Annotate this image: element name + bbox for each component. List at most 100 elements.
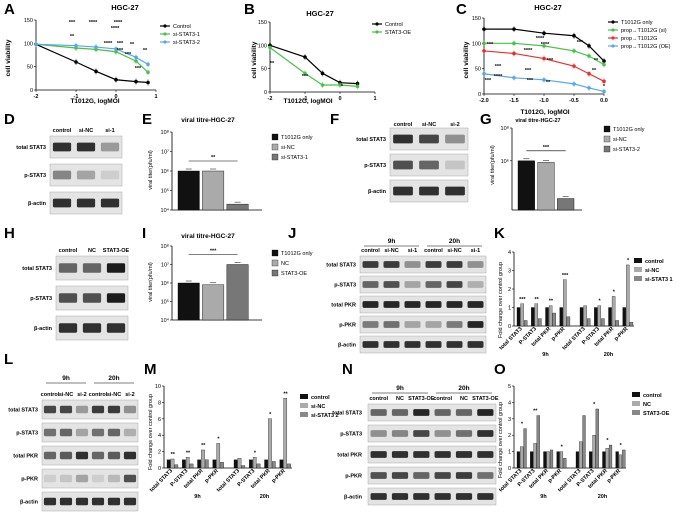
protein-band (477, 493, 494, 500)
protein-band (404, 341, 421, 348)
bar-series-2 (608, 444, 613, 469)
grouped-bar-chart-o: Fold change over control group 543210tot… (498, 384, 670, 500)
protein-band (370, 472, 387, 479)
panel-letter-j: J (288, 225, 296, 242)
x-tick-label: -2.0 (479, 98, 488, 104)
y-tick-label: 8 (158, 400, 161, 406)
y-tick-label: 4 (508, 400, 511, 406)
panel-letter-g: G (480, 111, 492, 128)
bar-series-1 (216, 443, 221, 469)
bar-series-0 (516, 451, 520, 469)
x-tick-label: -2 (34, 94, 39, 100)
protein-band (393, 160, 413, 170)
significance-label: *** (543, 145, 550, 151)
chart-b-ylabel: cell viability (251, 41, 258, 78)
bar-series-0 (233, 459, 238, 469)
protein-band (82, 323, 102, 333)
significance-stars: * (627, 258, 630, 264)
chart-b-title: HGC-27 (306, 9, 334, 18)
protein-band (123, 474, 137, 483)
protein-band (383, 301, 400, 308)
significance-stars: **** (114, 20, 123, 26)
x-tick-label: -2 (268, 96, 273, 102)
lane-label: NC (88, 248, 96, 254)
y-tick-label: 10⁷ (161, 262, 169, 269)
x-tick-label: -1 (303, 96, 308, 102)
western-blot-d: control si-NC si-1 total STAT3 p-STAT3 β-acti… (16, 128, 123, 215)
legend-marker (611, 36, 615, 40)
group-label: 20h (598, 494, 608, 500)
lane-label: control (53, 128, 72, 134)
x-category-label: total STAT3 (216, 468, 241, 493)
protein-band (59, 474, 73, 483)
protein-band (362, 341, 379, 348)
protein-band (107, 428, 121, 437)
protein-band (100, 142, 120, 152)
protein-band (100, 170, 120, 180)
x-category-label: p-PKR (271, 468, 287, 484)
legend-label: control (311, 395, 330, 401)
protein-band (362, 321, 379, 328)
lane-label: control (394, 122, 413, 128)
x-category-label: p-PKR (550, 326, 566, 342)
protein-band (413, 409, 430, 416)
significance-stars: *** (125, 52, 132, 58)
y-tick-label: 50 (261, 67, 267, 73)
protein-band (107, 405, 121, 414)
bar-1 (537, 162, 555, 211)
lane-label: si-1 (471, 248, 480, 254)
y-tick-label: 10⁴ (161, 317, 170, 324)
lane-label: si-2 (77, 392, 86, 398)
significance-stars: **** (89, 20, 98, 26)
significance-stars: * (521, 422, 524, 428)
bar-series-2 (523, 428, 527, 469)
blot-membrane (367, 466, 497, 485)
bar-2 (226, 264, 249, 321)
bar-series-1 (185, 457, 190, 469)
bar-series-0 (197, 459, 201, 469)
protein-band (446, 321, 463, 328)
group-label: 9h (194, 494, 201, 500)
protein-band (52, 198, 72, 208)
x-tick-label: -1 (74, 94, 79, 100)
significance-label: *** (210, 249, 217, 255)
protein-band (383, 261, 400, 268)
significance-stars: * (599, 299, 602, 305)
series-line-2 (35, 43, 149, 65)
protein-band (362, 261, 379, 268)
legend-label: si-NC (281, 145, 295, 151)
significance-stars: * (593, 402, 596, 408)
protein-band (434, 409, 451, 416)
legend-swatch (271, 249, 279, 257)
protein-band (76, 198, 96, 208)
protein-band (434, 493, 451, 500)
bar-series-2 (220, 462, 224, 469)
significance-stars: * (269, 412, 272, 418)
panel-letter-i: I (142, 225, 146, 242)
legend-swatch (300, 394, 308, 399)
lane-label: control (41, 392, 60, 398)
panel-letter-c: C (456, 1, 467, 18)
bar-series-0 (249, 459, 253, 469)
panel-letter-k: K (494, 225, 505, 242)
protein-band (82, 263, 102, 273)
bar-series-1 (597, 305, 602, 327)
legend-label: T1012G only (281, 135, 313, 141)
bar-series-1 (201, 449, 205, 469)
legend-label: si-STAT3-1 (173, 32, 200, 38)
bar-series-0 (579, 307, 584, 327)
chart-e-title: viral titre-HGC-27 (181, 117, 235, 124)
blot-membrane (41, 468, 139, 489)
y-tick-label: 0 (478, 92, 481, 98)
western-blot-l: control si-NC si-2 control si-NC si-29h 20htot… (8, 375, 139, 512)
lane-label: control (424, 248, 443, 254)
chart-o-ylabel: Fold change over control group (498, 402, 504, 478)
legend-label: si-STAT3-1 (281, 155, 308, 161)
y-tick-label: 50 (475, 67, 481, 73)
protein-band (404, 261, 421, 268)
blot-row-label: β-actin (338, 343, 357, 349)
legend-label: si-STAT3-2 (173, 40, 200, 46)
legend-swatch (603, 135, 611, 143)
protein-band (455, 493, 473, 500)
protein-band (446, 281, 463, 288)
